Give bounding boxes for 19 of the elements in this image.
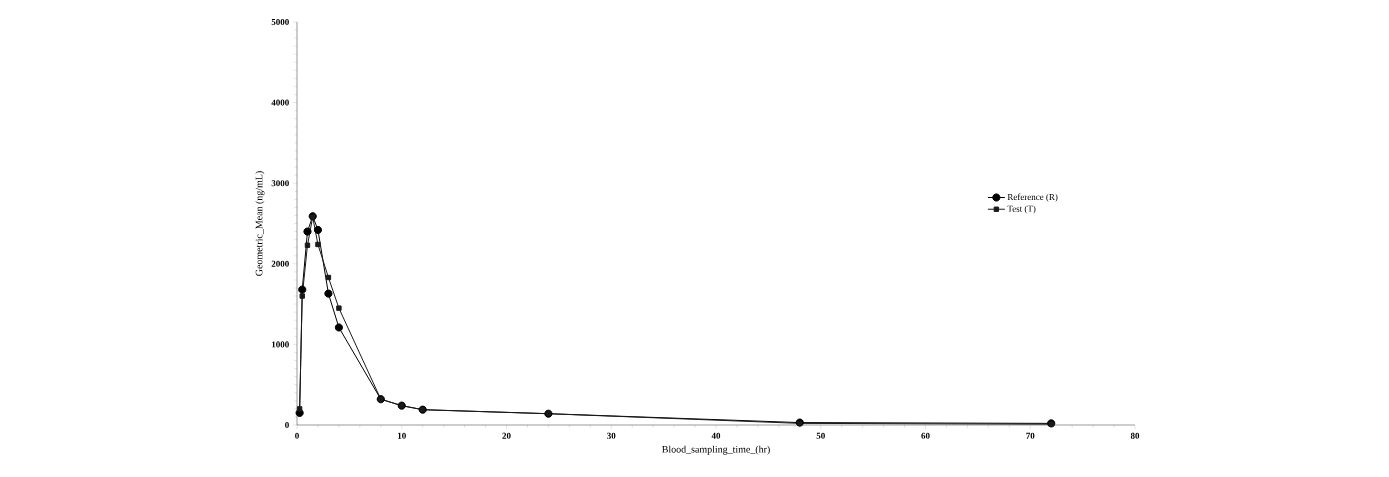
y-tick-label: 1000 <box>272 341 289 348</box>
y-axis-title: Geometric_Mean (ng/mL) <box>255 171 265 276</box>
x-axis-title: Blood_sampling_time_(hr) <box>662 445 770 455</box>
y-tick-label: 0 <box>285 421 289 429</box>
x-tick-label: 70 <box>1026 432 1035 439</box>
y-tick-label: 2000 <box>271 260 289 267</box>
legend-label: Reference (R) <box>1007 193 1058 202</box>
legend-label: Test (T) <box>1007 205 1036 214</box>
x-tick-label: 80 <box>1130 432 1140 439</box>
x-tick-label: 40 <box>711 432 721 439</box>
x-tick-label: 0 <box>295 432 299 439</box>
x-tick-label: 30 <box>607 432 616 439</box>
x-tick-label: 20 <box>502 432 511 439</box>
x-tick-label: 10 <box>397 432 406 439</box>
x-tick-label: 60 <box>921 432 930 439</box>
y-tick-label: 5000 <box>271 18 289 26</box>
y-tick-label: 4000 <box>271 99 289 106</box>
y-tick-label: 3000 <box>271 180 289 187</box>
x-tick-label: 50 <box>816 432 825 439</box>
